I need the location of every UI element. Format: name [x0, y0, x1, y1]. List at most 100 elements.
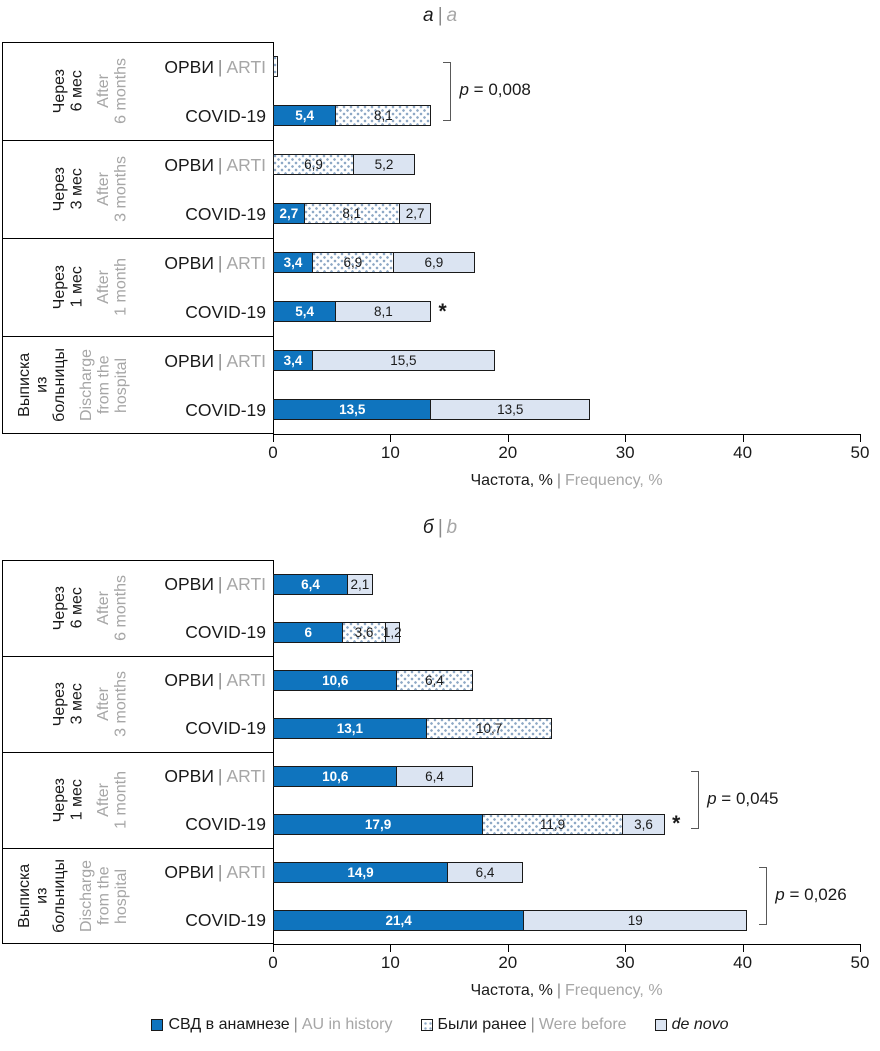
bar-segment-de-novo: 3,6: [621, 813, 666, 835]
x-tick-label: 30: [605, 953, 645, 973]
bar-segment-history: 21,4: [273, 909, 525, 931]
group-label-en-line: 3 months: [112, 156, 130, 222]
row-label-en: ARTI: [226, 350, 266, 371]
row-label-en: ARTI: [226, 56, 266, 77]
legend: СВД в анамнезе | AU in history Были ранее | W…: [0, 1016, 880, 1034]
bar-segment-were-before: [273, 56, 278, 77]
x-axis-title: Частота, % | Frequency, %: [273, 982, 860, 1000]
group-label-ru-line: Выписка: [16, 863, 33, 929]
x-axis-tick: [507, 434, 509, 442]
significance-asterisk: *: [672, 812, 681, 835]
group-label-cell: Через 1 мес After 1 month: [4, 240, 136, 334]
group-label-en-line: After: [95, 687, 112, 721]
group-label-en: After 3 months: [95, 156, 130, 222]
row-label: COVID-19: [185, 621, 266, 643]
p-value-var: p: [459, 80, 469, 99]
row-label-en: ARTI: [226, 862, 266, 882]
row-label-ru: ОРВИ: [164, 350, 214, 371]
row-label-ru: ОРВИ: [164, 56, 214, 77]
group-label-ru-line: Через: [51, 681, 68, 727]
legend-swatch-history-icon: [151, 1019, 164, 1031]
value-label: 2,7: [405, 206, 425, 221]
p-value-rest: = 0,045: [716, 789, 779, 808]
p-value-label: p = 0,008: [459, 80, 530, 100]
row-label: COVID-19: [185, 301, 266, 323]
group-label-ru-line: 1 мес: [68, 266, 86, 308]
bar-segment-de-novo: 6,9: [392, 252, 475, 273]
x-tick-label-text: 40: [733, 953, 753, 972]
x-tick-label: 10: [370, 953, 410, 973]
bar-segment-were-before: 6,4: [396, 669, 473, 691]
legend-label: СВД в анамнезе | AU in history: [168, 1016, 392, 1034]
bar-segment-history: 10,6: [273, 765, 398, 787]
x-tick-label: 50: [840, 443, 880, 463]
group-label-en-line: hospital: [112, 357, 130, 413]
value-label: 5,4: [295, 108, 315, 123]
pipe-separator-icon: |: [217, 350, 223, 371]
x-axis-title-en: Frequency, %: [565, 472, 663, 489]
bar-segment-were-before: 8,1: [335, 105, 432, 126]
value-label: 8,1: [342, 206, 362, 221]
pipe-separator-icon: |: [556, 472, 562, 489]
row-label-ru: COVID-19: [185, 105, 266, 126]
group-label-en-line: After: [95, 591, 112, 625]
pipe-separator-icon: |: [217, 670, 223, 690]
legend-label-en: Were before: [538, 1016, 627, 1033]
x-tick-label-text: 10: [380, 953, 400, 972]
group-label-en: Discharge from the hospital: [78, 860, 131, 932]
group-label-ru: Выписка из больницы: [16, 348, 69, 422]
x-tick-label-text: 30: [615, 443, 635, 462]
significance-asterisk: *: [438, 299, 447, 323]
pipe-separator-icon: |: [217, 154, 223, 175]
value-label: 6,4: [301, 576, 320, 592]
panel-title-ru: б: [422, 517, 434, 538]
bar-segment-de-novo: 5,2: [353, 154, 416, 175]
x-tick-label: 50: [840, 953, 880, 973]
bar-segment-were-before: 10,7: [425, 717, 553, 739]
p-value-rest: = 0,026: [784, 885, 847, 904]
x-tick-label-text: 50: [850, 443, 870, 462]
p-bracket: [443, 61, 452, 121]
x-tick-label-text: 10: [380, 443, 400, 462]
x-tick-label: 40: [723, 953, 763, 973]
row-label: ОРВИ | ARTI: [164, 252, 266, 274]
row-label: COVID-19: [185, 717, 266, 739]
value-label: 13,1: [336, 720, 364, 736]
value-label: 3,4: [283, 255, 303, 270]
value-label: 5,2: [374, 157, 394, 172]
group-label-en: Discharge from the hospital: [78, 349, 131, 421]
pipe-separator-icon: |: [217, 574, 223, 594]
group-label-ru-line: из: [33, 887, 51, 905]
p-value-label: p = 0,045: [707, 789, 778, 809]
pipe-separator-icon: |: [530, 1016, 535, 1033]
group-label-ru-line: 6 мес: [68, 70, 86, 112]
pipe-separator-icon: |: [293, 1016, 298, 1033]
value-label: 14,9: [347, 864, 374, 880]
pipe-separator-icon: |: [217, 56, 223, 77]
value-label: 10,6: [322, 768, 349, 784]
bar-segment-de-novo: 19: [523, 909, 748, 931]
row-label: ОРВИ | ARTI: [164, 765, 266, 787]
legend-item: de novo: [654, 1016, 729, 1034]
row-label: ОРВИ | ARTI: [164, 669, 266, 691]
legend-swatch-were-before-icon: [420, 1019, 433, 1031]
value-label: 13,5: [497, 402, 524, 417]
group-separator-line: [2, 752, 273, 753]
group-label-ru-line: Через: [51, 585, 68, 631]
value-label: 15,5: [390, 353, 417, 368]
group-label-en-line: 1 month: [112, 258, 130, 316]
bar-segment-were-before: 3,6: [342, 621, 386, 643]
bar-segment-history: 13,1: [273, 717, 427, 739]
row-label-en: ARTI: [226, 574, 266, 594]
value-label: 6,9: [424, 255, 444, 270]
bar-segment-de-novo: 6,4: [396, 765, 473, 787]
row-label-en: ARTI: [226, 670, 266, 690]
value-label: 11,9: [539, 816, 566, 832]
value-label: 6: [304, 624, 312, 640]
row-label: COVID-19: [185, 105, 266, 127]
group-separator-line: [2, 656, 273, 657]
x-axis-tick: [625, 434, 627, 442]
x-tick-label: 0: [253, 443, 293, 463]
y-axis-line: [273, 560, 274, 952]
row-label-ru: COVID-19: [185, 718, 266, 738]
